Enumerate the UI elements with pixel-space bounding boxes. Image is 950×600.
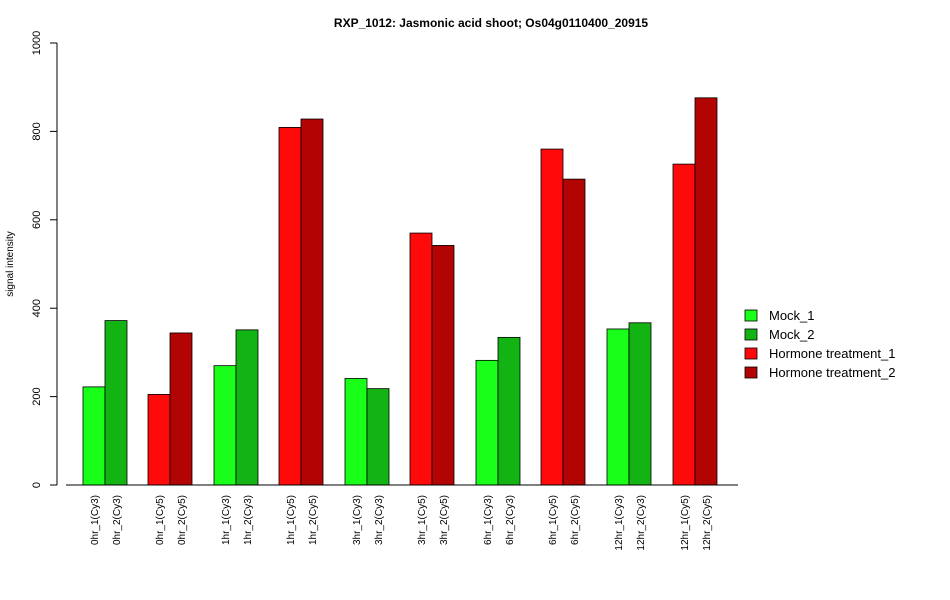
bar	[409, 232, 433, 486]
bar	[606, 328, 630, 486]
x-tick-label: 12hr_2(Cy5)	[702, 495, 713, 551]
bar	[213, 365, 237, 486]
legend-label: Mock_1	[769, 308, 815, 323]
legend-label: Mock_2	[769, 327, 815, 342]
bar	[366, 388, 390, 486]
bar	[672, 163, 696, 486]
y-tick-label: 1000	[31, 31, 43, 55]
x-tick-label: 12hr_1(Cy5)	[680, 495, 691, 551]
x-tick-label: 12hr_1(Cy3)	[614, 495, 625, 551]
x-tick-label: 0hr_1(Cy3)	[90, 495, 101, 545]
bar	[431, 245, 455, 486]
y-tick-label: 0	[31, 482, 43, 488]
bar	[562, 178, 586, 486]
x-tick-label: 1hr_1(Cy5)	[286, 495, 297, 545]
bar	[475, 359, 499, 486]
x-tick-label: 1hr_2(Cy3)	[243, 495, 254, 545]
bar	[147, 393, 171, 486]
x-tick-label: 6hr_2(Cy5)	[570, 495, 581, 545]
x-tick-label: 12hr_2(Cy3)	[636, 495, 647, 551]
x-tick-label: 3hr_1(Cy5)	[417, 495, 428, 545]
x-axis: 0hr_1(Cy3) 0hr_2(Cy3) 0hr_1(Cy5) 0hr_2(Cy5)…	[66, 484, 738, 551]
y-tick-label: 200	[31, 387, 43, 405]
x-tick-label: 6hr_1(Cy5)	[548, 495, 559, 545]
y-tick-label: 600	[31, 211, 43, 229]
bar	[300, 118, 324, 486]
legend-swatch	[744, 366, 758, 379]
bars	[82, 97, 718, 486]
x-tick-label: 1hr_2(Cy5)	[308, 495, 319, 545]
y-axis: 0 200 400 600 800 1000	[31, 31, 58, 488]
bar	[694, 97, 718, 486]
x-tick-label: 6hr_2(Cy3)	[505, 495, 516, 545]
bar	[104, 320, 128, 486]
bar	[628, 322, 652, 486]
bar	[169, 332, 193, 486]
x-tick-label: 1hr_1(Cy3)	[221, 495, 232, 545]
x-tick-label: 3hr_2(Cy5)	[439, 495, 450, 545]
x-tick-label: 3hr_2(Cy3)	[374, 495, 385, 545]
legend: Mock_1 Mock_2 Hormone treatment_1 Hormone t…	[744, 308, 895, 380]
legend-label: Hormone treatment_1	[769, 346, 895, 361]
bar	[278, 127, 302, 486]
x-tick-label: 0hr_2(Cy3)	[112, 495, 123, 545]
legend-swatch	[744, 328, 758, 341]
bar	[344, 378, 368, 486]
y-tick-label: 400	[31, 299, 43, 317]
x-tick-label: 0hr_2(Cy5)	[177, 495, 188, 545]
y-tick-label: 800	[31, 122, 43, 140]
bar	[82, 386, 106, 486]
x-tick-label: 3hr_1(Cy3)	[352, 495, 363, 545]
legend-swatch	[744, 309, 758, 322]
legend-label: Hormone treatment_2	[769, 365, 895, 380]
bar	[235, 329, 259, 486]
y-axis-label: signal intensity	[5, 231, 16, 297]
bar	[540, 148, 564, 486]
x-tick-label: 6hr_1(Cy3)	[483, 495, 494, 545]
x-tick-label: 0hr_1(Cy5)	[155, 495, 166, 545]
bar	[497, 336, 521, 486]
chart-title: RXP_1012: Jasmonic acid shoot; Os04g0110…	[334, 16, 649, 30]
legend-swatch	[744, 347, 758, 360]
